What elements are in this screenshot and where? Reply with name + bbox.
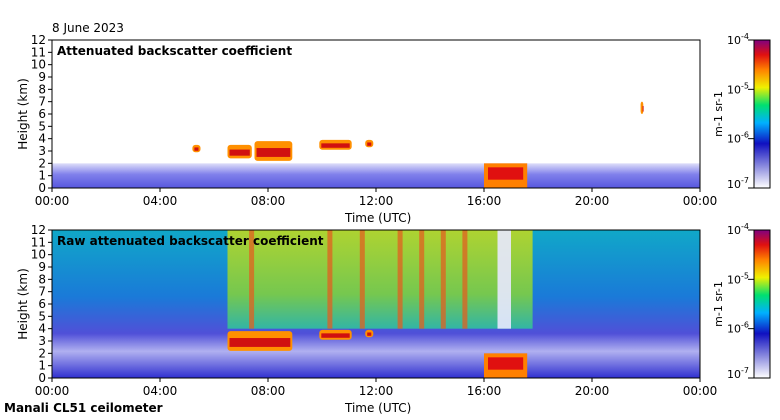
colorbar-tick-label: 10-5 <box>727 81 749 96</box>
attenuated-backscatter-panel <box>51 39 701 189</box>
y-tick-label: 9 <box>38 260 46 274</box>
x-tick-label: 16:00 <box>467 194 502 208</box>
daytime-noise-band <box>227 230 533 329</box>
colorbar-unit-label: m-1 sr-1 <box>712 281 725 327</box>
y-tick-label: 8 <box>38 82 46 96</box>
cloud-core <box>367 332 372 336</box>
raw-features <box>227 230 533 378</box>
y-tick-label: 4 <box>38 132 46 146</box>
noise-streak <box>249 230 255 329</box>
colorbar-tick-label: 10-7 <box>727 366 749 381</box>
station-label: Manali CL51 ceilometer <box>4 401 163 415</box>
x-tick-label: 12:00 <box>359 384 394 398</box>
y-tick-label: 12 <box>31 33 46 47</box>
colorbar-tick-label: 10-5 <box>727 271 749 286</box>
y-tick-label: 10 <box>31 58 46 72</box>
noise-streak <box>462 230 468 329</box>
rain-core <box>488 167 524 180</box>
colorbar-top <box>753 39 771 189</box>
cloud-core <box>194 147 199 151</box>
x-tick-label: 20:00 <box>575 194 610 208</box>
x-tick-label: 12:00 <box>359 194 394 208</box>
x-tick-label: 00:00 <box>35 384 70 398</box>
y-tick-label: 2 <box>38 346 46 360</box>
x-tick-label: 04:00 <box>143 384 178 398</box>
x-tick-label: 00:00 <box>683 384 718 398</box>
noise-streak <box>327 230 333 329</box>
y-tick-label: 5 <box>38 309 46 323</box>
y-tick-label: 5 <box>38 119 46 133</box>
cloud-core <box>642 105 644 112</box>
y-tick-label: 6 <box>38 107 46 121</box>
y-tick-label: 1 <box>38 359 46 373</box>
boundary-layer-band <box>52 163 700 188</box>
x-tick-label: 04:00 <box>143 194 178 208</box>
y-tick-label: 1 <box>38 169 46 183</box>
noise-streak <box>397 230 403 329</box>
y-tick-label: 8 <box>38 272 46 286</box>
y-axis-label: Height (km) <box>16 268 30 339</box>
y-tick-label: 9 <box>38 70 46 84</box>
x-tick-label: 08:00 <box>251 194 286 208</box>
y-tick-label: 11 <box>31 45 46 59</box>
x-tick-label: 20:00 <box>575 384 610 398</box>
y-tick-label: 7 <box>38 95 46 109</box>
x-tick-label: 08:00 <box>251 384 286 398</box>
cloud-core <box>229 338 291 347</box>
cloud-core <box>229 149 250 156</box>
date-label: 8 June 2023 <box>52 21 124 35</box>
colorbar-tick-label: 10-6 <box>727 131 749 146</box>
x-tick-label: 00:00 <box>683 194 718 208</box>
noise-streak <box>440 230 446 329</box>
y-tick-label: 0 <box>38 371 46 385</box>
y-tick-label: 4 <box>38 322 46 336</box>
colorbar-tick-label: 10-4 <box>727 222 749 237</box>
y-tick-label: 3 <box>38 334 46 348</box>
noise-streak <box>419 230 425 329</box>
noise-streak <box>359 230 365 329</box>
x-tick-label: 00:00 <box>35 194 70 208</box>
x-tick-label: 16:00 <box>467 384 502 398</box>
colorbar-tick-label: 10-7 <box>727 176 749 191</box>
y-tick-label: 10 <box>31 248 46 262</box>
clear-column <box>497 230 511 329</box>
colorbar-tick-label: 10-4 <box>727 32 749 47</box>
y-tick-label: 2 <box>38 156 46 170</box>
raw-backscatter-panel <box>51 229 701 379</box>
cloud-core <box>321 143 350 148</box>
cloud-core <box>256 148 291 157</box>
y-tick-label: 7 <box>38 285 46 299</box>
colorbar-ticks: 10-4 10-5 10-6 10-7 m-1 sr-1 10-4 10-5 10-6 10-7… <box>712 32 754 381</box>
panel-title-raw: Raw attenuated backscatter coefficient <box>57 234 324 248</box>
y-tick-label: 6 <box>38 297 46 311</box>
rain-core <box>488 357 524 370</box>
cloud-core <box>367 142 372 146</box>
y-axis-label: Height (km) <box>16 78 30 149</box>
y-tick-label: 0 <box>38 181 46 195</box>
x-axis-label-bottom: Time (UTC) <box>345 401 412 415</box>
y-tick-label: 12 <box>31 223 46 237</box>
y-tick-label: 3 <box>38 144 46 158</box>
colorbar-unit-label: m-1 sr-1 <box>712 91 725 137</box>
y-tick-label: 11 <box>31 235 46 249</box>
panel-title-attenuated: Attenuated backscatter coefficient <box>57 44 293 58</box>
colorbar-tick-label: 10-6 <box>727 321 749 336</box>
x-axis-label-top: Time (UTC) <box>345 211 412 225</box>
colorbar-bottom <box>753 229 771 379</box>
cloud-core <box>321 333 350 338</box>
attenuated-features <box>52 101 700 188</box>
